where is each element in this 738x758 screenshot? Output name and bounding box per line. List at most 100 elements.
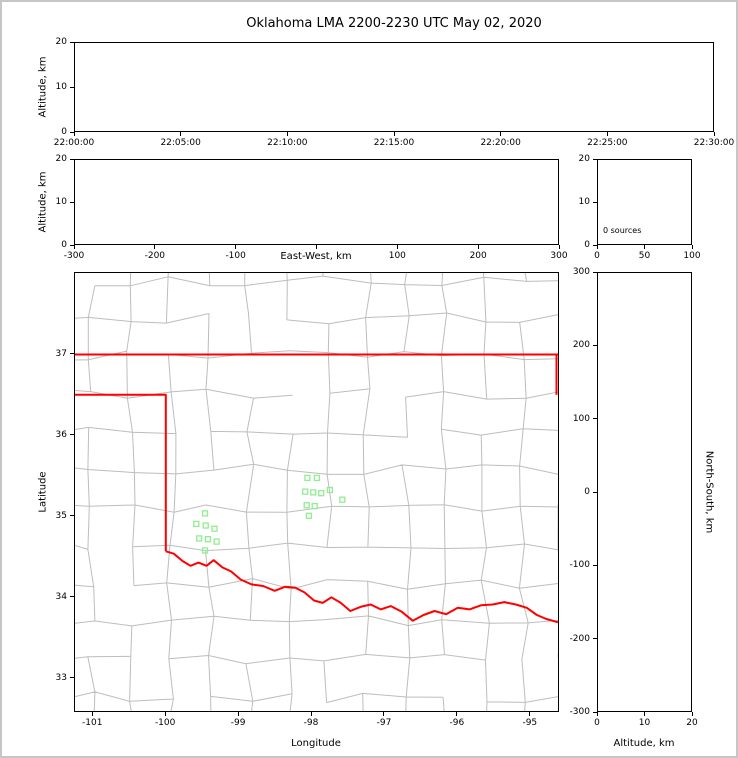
tick-mark [596, 712, 598, 716]
tick-mark [593, 638, 597, 640]
y-tick-label: 0 [61, 127, 67, 137]
lma-source-marker [313, 474, 321, 482]
source-count-annotation: 0 sources [603, 226, 642, 235]
lma-source-marker [302, 488, 309, 495]
tick-mark [237, 712, 239, 716]
east-west-xlabel: East-West, km [280, 251, 352, 262]
tick-mark [644, 712, 645, 716]
tick-mark [383, 712, 385, 716]
lma-source-marker [318, 490, 325, 497]
y-tick-label: 0 [584, 240, 590, 250]
time-height-panel [74, 42, 714, 132]
tick-mark [593, 711, 597, 713]
tick-mark [70, 131, 74, 133]
x-tick-label: 20 [686, 718, 698, 728]
x-tick-label: 100 [388, 251, 406, 261]
tick-mark [70, 515, 74, 517]
tick-mark [396, 245, 398, 249]
lma-source-marker [304, 474, 311, 482]
state-border-panhandle-and-west [75, 393, 167, 552]
lma-source-marker [193, 520, 200, 528]
y-tick-label: 33 [55, 672, 67, 683]
tick-mark [70, 41, 74, 43]
x-tick-label: -97 [376, 718, 392, 728]
y-tick-label: 34 [55, 591, 67, 602]
lma-source-marker [202, 522, 209, 529]
x-tick-label: 22:15:00 [373, 138, 415, 148]
tick-mark [691, 712, 693, 716]
y-tick-label: 36 [55, 429, 67, 440]
tick-mark [70, 201, 74, 203]
lma-source-marker [303, 502, 310, 509]
north-south-ylabel: North-South, km [703, 450, 715, 534]
y-tick-label: 10 [55, 82, 67, 92]
tick-mark [593, 491, 597, 493]
tick-mark [500, 132, 502, 136]
north-south-height-panel [597, 272, 692, 712]
lma-source-marker [201, 547, 209, 554]
x-tick-label: 22:00:00 [53, 138, 95, 148]
tick-mark [91, 712, 93, 716]
y-tick-label: -100 [569, 560, 590, 571]
x-tick-label: 0 [594, 251, 600, 261]
tick-mark [529, 712, 531, 716]
tick-mark [477, 245, 479, 249]
x-tick-label: -300 [63, 251, 85, 261]
y-tick-label: -200 [569, 633, 590, 644]
tick-mark [558, 245, 560, 249]
lma-source-marker [201, 510, 209, 517]
map-xlabel: Longitude [291, 738, 341, 749]
tick-mark [286, 132, 288, 136]
tick-mark [456, 712, 458, 716]
y-tick-label: 20 [55, 154, 67, 164]
lma-source-marker [310, 489, 317, 496]
lma-source-marker [339, 496, 346, 503]
tick-mark [691, 245, 693, 249]
lma-source-marker [196, 535, 203, 542]
tick-mark [713, 132, 715, 136]
x-tick-label: -100 [225, 251, 246, 261]
figure-title: Oklahoma LMA 2200-2230 UTC May 02, 2020 [246, 16, 542, 31]
x-tick-label: -200 [144, 251, 166, 261]
tick-mark [70, 86, 74, 88]
tick-mark [393, 132, 395, 136]
tick-mark [235, 245, 237, 249]
tick-mark [316, 245, 317, 249]
map-ylabel: Latitude [37, 471, 49, 513]
y-tick-label: 0 [61, 240, 67, 250]
tick-mark [593, 201, 597, 203]
x-tick-label: 22:25:00 [587, 138, 628, 148]
state-border-red-river [165, 550, 558, 624]
tick-mark [180, 132, 182, 136]
y-tick-label: 300 [572, 267, 590, 277]
tick-mark [606, 132, 608, 136]
east-west-height-ylabel: Altitude, km [37, 171, 49, 233]
plan-view-panel [74, 272, 559, 712]
tick-mark [70, 353, 74, 355]
x-tick-label: -100 [154, 718, 176, 728]
y-tick-label: 35 [55, 510, 67, 521]
y-tick-label: 10 [55, 197, 67, 207]
tick-mark [70, 434, 74, 436]
time-height-ylabel: Altitude, km [37, 56, 49, 118]
tick-mark [73, 132, 75, 136]
lma-source-marker [311, 502, 318, 510]
y-tick-label: 200 [572, 340, 590, 351]
tick-mark [593, 244, 597, 246]
x-tick-label: 200 [469, 251, 487, 261]
tick-mark [596, 245, 598, 249]
y-tick-label: 20 [55, 37, 67, 47]
source-histogram-panel [597, 159, 692, 245]
plan-view-map-canvas [75, 273, 558, 711]
lma-source-marker [326, 486, 334, 494]
x-tick-label: 10 [638, 718, 651, 728]
y-tick-label: 100 [572, 413, 590, 424]
east-west-height-panel [74, 159, 559, 245]
tick-mark [70, 244, 74, 246]
x-tick-label: -101 [82, 718, 103, 728]
x-tick-label: -98 [303, 718, 319, 728]
x-tick-label: 50 [638, 251, 651, 261]
y-tick-label: 0 [584, 487, 590, 497]
tick-mark [70, 596, 74, 598]
